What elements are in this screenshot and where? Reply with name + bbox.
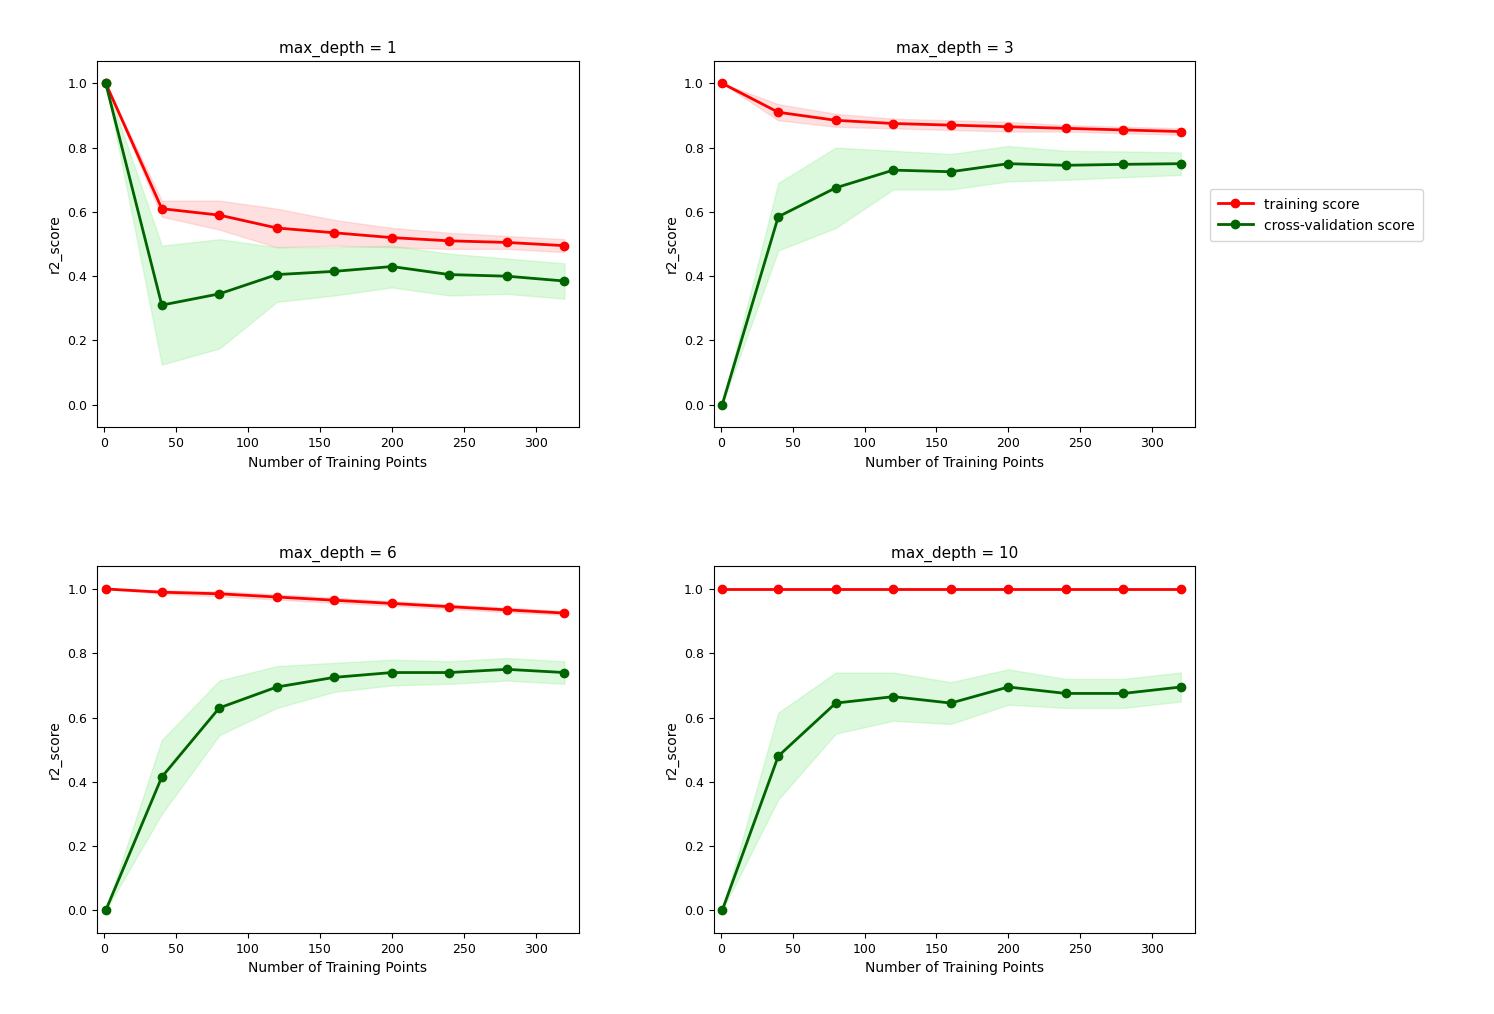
training score — [97, 583, 115, 595]
training score — [152, 586, 170, 598]
training score — [999, 121, 1017, 133]
Title: max_depth = 10: max_depth = 10 — [890, 547, 1017, 563]
training score — [941, 583, 959, 595]
Title: max_depth = 3: max_depth = 3 — [895, 41, 1013, 57]
training score — [498, 603, 515, 615]
training score — [211, 209, 229, 221]
X-axis label: Number of Training Points: Number of Training Points — [248, 455, 427, 469]
training score — [441, 235, 459, 247]
Line: cross-validation score: cross-validation score — [102, 665, 569, 915]
training score — [1056, 583, 1074, 595]
Line: training score: training score — [719, 79, 1185, 136]
training score — [267, 222, 285, 234]
cross-validation score — [769, 750, 787, 763]
training score — [769, 106, 787, 119]
training score — [267, 591, 285, 603]
cross-validation score — [1171, 681, 1189, 694]
cross-validation score — [1056, 159, 1074, 171]
Y-axis label: r2_score: r2_score — [665, 720, 678, 779]
Line: training score: training score — [719, 585, 1185, 593]
cross-validation score — [826, 182, 844, 194]
Line: cross-validation score: cross-validation score — [719, 682, 1185, 915]
cross-validation score — [326, 671, 344, 683]
training score — [826, 583, 844, 595]
cross-validation score — [941, 165, 959, 177]
Y-axis label: r2_score: r2_score — [665, 215, 678, 274]
training score — [941, 119, 959, 131]
cross-validation score — [826, 697, 844, 709]
cross-validation score — [884, 164, 902, 176]
cross-validation score — [498, 270, 515, 282]
X-axis label: Number of Training Points: Number of Training Points — [865, 455, 1044, 469]
Title: max_depth = 6: max_depth = 6 — [279, 547, 397, 563]
Line: cross-validation score: cross-validation score — [719, 159, 1185, 409]
training score — [152, 203, 170, 215]
training score — [97, 77, 115, 89]
cross-validation score — [382, 261, 400, 273]
training score — [556, 607, 574, 620]
cross-validation score — [884, 691, 902, 703]
cross-validation score — [713, 399, 731, 411]
cross-validation score — [556, 275, 574, 287]
X-axis label: Number of Training Points: Number of Training Points — [248, 961, 427, 975]
training score — [1171, 126, 1189, 138]
cross-validation score — [326, 266, 344, 278]
training score — [826, 115, 844, 127]
cross-validation score — [267, 269, 285, 281]
Title: max_depth = 1: max_depth = 1 — [279, 41, 397, 57]
training score — [382, 231, 400, 243]
training score — [884, 583, 902, 595]
training score — [769, 583, 787, 595]
cross-validation score — [267, 681, 285, 694]
Line: training score: training score — [102, 585, 569, 618]
training score — [1115, 583, 1132, 595]
cross-validation score — [1056, 687, 1074, 700]
cross-validation score — [498, 663, 515, 675]
cross-validation score — [152, 771, 170, 783]
cross-validation score — [1171, 157, 1189, 169]
cross-validation score — [999, 681, 1017, 694]
cross-validation score — [152, 299, 170, 311]
cross-validation score — [382, 666, 400, 678]
X-axis label: Number of Training Points: Number of Training Points — [865, 961, 1044, 975]
training score — [211, 588, 229, 600]
training score — [713, 77, 731, 89]
cross-validation score — [556, 666, 574, 678]
training score — [1171, 583, 1189, 595]
cross-validation score — [1115, 158, 1132, 170]
training score — [884, 118, 902, 130]
cross-validation score — [769, 211, 787, 223]
training score — [556, 239, 574, 251]
cross-validation score — [941, 697, 959, 709]
training score — [441, 600, 459, 612]
cross-validation score — [211, 702, 229, 714]
training score — [382, 597, 400, 609]
cross-validation score — [97, 77, 115, 89]
training score — [326, 227, 344, 239]
training score — [713, 583, 731, 595]
cross-validation score — [97, 904, 115, 917]
training score — [1115, 124, 1132, 136]
cross-validation score — [441, 666, 459, 678]
cross-validation score — [211, 288, 229, 300]
training score — [498, 236, 515, 248]
training score — [326, 594, 344, 606]
Y-axis label: r2_score: r2_score — [48, 720, 61, 779]
Legend: training score, cross-validation score: training score, cross-validation score — [1210, 190, 1422, 241]
cross-validation score — [713, 904, 731, 917]
Y-axis label: r2_score: r2_score — [48, 215, 61, 274]
cross-validation score — [999, 157, 1017, 169]
Line: cross-validation score: cross-validation score — [102, 79, 569, 309]
cross-validation score — [441, 269, 459, 281]
training score — [999, 583, 1017, 595]
Line: training score: training score — [102, 79, 569, 249]
cross-validation score — [1115, 687, 1132, 700]
training score — [1056, 123, 1074, 135]
